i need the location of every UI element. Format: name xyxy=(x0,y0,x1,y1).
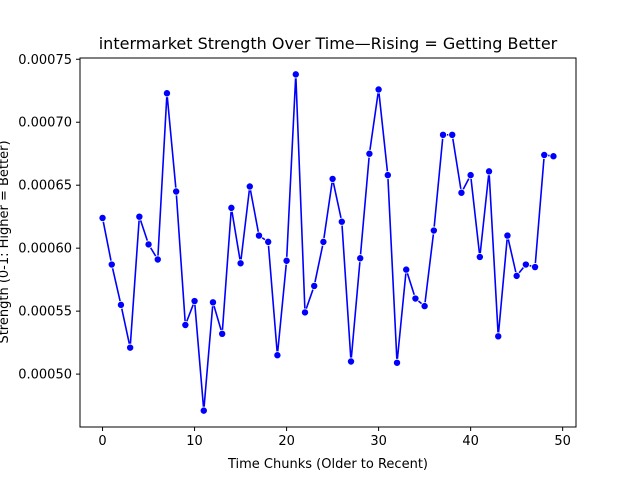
y-tick-label: 0.00055 xyxy=(18,305,72,320)
x-axis-label: Time Chunks (Older to Recent) xyxy=(227,457,428,472)
data-point xyxy=(411,294,420,303)
data-point xyxy=(236,259,245,268)
data-point xyxy=(374,85,383,94)
x-tick-label: 40 xyxy=(462,434,479,449)
data-point xyxy=(466,171,475,180)
x-tick-label: 30 xyxy=(370,434,387,449)
y-axis-label: Strength (0-1: Higher = Better) xyxy=(0,140,12,343)
data-point xyxy=(356,254,365,263)
data-point xyxy=(429,226,438,235)
data-point xyxy=(282,256,291,265)
data-point xyxy=(549,152,558,161)
data-point xyxy=(420,302,429,311)
data-point xyxy=(494,332,503,341)
y-tick-label: 0.00060 xyxy=(18,242,72,257)
y-tick-label: 0.00075 xyxy=(18,53,72,68)
x-tick-label: 20 xyxy=(278,434,295,449)
data-point xyxy=(393,358,402,367)
data-point xyxy=(319,237,328,246)
y-tick-label: 0.00065 xyxy=(18,179,72,194)
data-point xyxy=(218,329,227,338)
axes-frame xyxy=(79,57,577,428)
data-point xyxy=(254,231,263,240)
data-point xyxy=(181,320,190,329)
data-point xyxy=(328,174,337,183)
data-point xyxy=(264,237,273,246)
data-point xyxy=(208,298,217,307)
data-point xyxy=(227,203,236,212)
data-point xyxy=(245,182,254,191)
data-point xyxy=(475,252,484,261)
data-point xyxy=(337,217,346,226)
data-point xyxy=(126,343,135,352)
data-point xyxy=(153,255,162,264)
chart-title: intermarket Strength Over Time—Rising = … xyxy=(99,34,558,53)
y-tick-label: 0.00070 xyxy=(18,116,72,131)
data-point xyxy=(540,150,549,159)
x-tick-label: 0 xyxy=(98,434,106,449)
data-point xyxy=(300,308,309,317)
data-point xyxy=(457,188,466,197)
data-point xyxy=(531,263,540,272)
data-point xyxy=(402,265,411,274)
data-point xyxy=(383,171,392,180)
plot-area xyxy=(79,57,577,428)
x-axis: 0 10 20 30 40 50 xyxy=(98,427,571,449)
data-point xyxy=(190,297,199,306)
data-point xyxy=(512,271,521,280)
data-point xyxy=(162,89,171,98)
data-point xyxy=(503,231,512,240)
data-point xyxy=(521,260,530,269)
data-point xyxy=(347,357,356,366)
data-point xyxy=(144,240,153,249)
data-point xyxy=(199,406,208,415)
data-point xyxy=(172,187,181,196)
data-point xyxy=(107,260,116,269)
x-tick-label: 10 xyxy=(186,434,203,449)
data-point xyxy=(310,281,319,290)
data-point xyxy=(439,130,448,139)
data-point xyxy=(485,167,494,176)
y-axis: 0.00050 0.00055 0.00060 0.00065 0.00070 0.000… xyxy=(18,53,80,383)
series-line xyxy=(101,73,554,412)
data-point xyxy=(448,130,457,139)
data-point xyxy=(135,212,144,221)
x-tick-label: 50 xyxy=(554,434,571,449)
data-point xyxy=(98,213,107,222)
y-tick-label: 0.00050 xyxy=(18,368,72,383)
data-point xyxy=(273,351,282,360)
data-point xyxy=(116,300,125,309)
data-point xyxy=(365,149,374,158)
data-point xyxy=(291,70,300,79)
